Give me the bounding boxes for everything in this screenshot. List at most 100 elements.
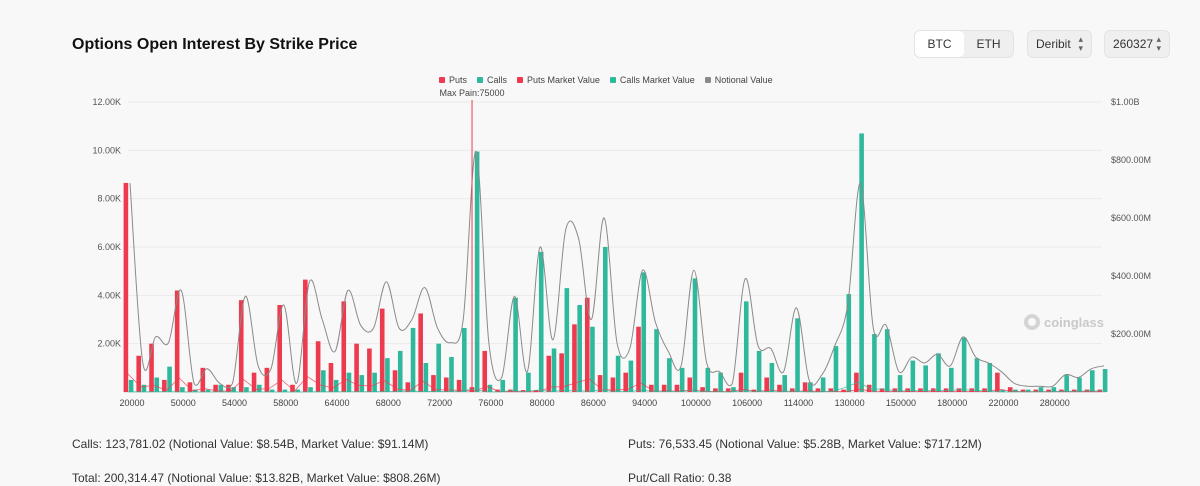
call-bar bbox=[628, 360, 634, 392]
put-bar bbox=[790, 388, 795, 392]
put-bar bbox=[533, 390, 539, 392]
put-bar bbox=[713, 388, 718, 392]
call-bar bbox=[846, 294, 852, 392]
put-bar bbox=[725, 388, 731, 392]
put-bar bbox=[213, 384, 218, 392]
chevron-updown-icon: ▴ ▾ bbox=[1156, 34, 1161, 53]
put-bar bbox=[802, 382, 808, 392]
call-bar bbox=[205, 389, 211, 392]
y-left-tick-label: 10.00K bbox=[92, 145, 121, 155]
put-bar bbox=[226, 384, 231, 392]
puts-summary: Puts: 76,533.45 (Notional Value: $5.28B,… bbox=[628, 437, 982, 451]
put-bar bbox=[687, 377, 693, 392]
put-bar bbox=[418, 313, 423, 392]
put-bar bbox=[277, 305, 282, 392]
call-bar bbox=[141, 384, 147, 392]
put-bar bbox=[700, 387, 705, 392]
call-bar bbox=[987, 363, 993, 392]
call-bar bbox=[410, 327, 416, 392]
put-bar bbox=[879, 388, 885, 392]
x-tick-label: 220000 bbox=[988, 398, 1018, 408]
put-bar bbox=[636, 326, 641, 392]
call-bar bbox=[436, 343, 441, 392]
call-bar bbox=[718, 372, 723, 392]
put-bar bbox=[238, 300, 244, 392]
y-left-tick-label: 8.00K bbox=[97, 194, 121, 204]
x-tick-label: 94000 bbox=[632, 398, 657, 408]
put-bar bbox=[956, 388, 962, 392]
call-bar bbox=[244, 387, 249, 392]
put-bar bbox=[649, 384, 654, 392]
exchange-select[interactable]: Deribit ▴ ▾ bbox=[1027, 30, 1092, 58]
legend-item-calls-market-value[interactable]: Calls Market Value bbox=[609, 75, 695, 85]
call-bar bbox=[218, 384, 224, 392]
x-tick-label: 150000 bbox=[886, 398, 916, 408]
put-bar bbox=[123, 182, 129, 392]
call-bar bbox=[654, 329, 659, 392]
put-bar bbox=[854, 372, 859, 392]
call-bar bbox=[602, 247, 608, 392]
put-bar bbox=[674, 384, 680, 392]
call-bar bbox=[321, 370, 326, 392]
legend-item-puts-market-value[interactable]: Puts Market Value bbox=[517, 75, 600, 85]
expiry-select-value: 260327 bbox=[1113, 37, 1154, 51]
put-bar bbox=[546, 355, 552, 392]
put-bar bbox=[918, 388, 923, 392]
notional-value-line bbox=[129, 150, 1105, 389]
x-tick-label: 58000 bbox=[273, 398, 298, 408]
put-bar bbox=[290, 384, 295, 392]
call-bar bbox=[385, 358, 390, 392]
put-bar bbox=[456, 379, 462, 392]
call-bar bbox=[590, 326, 595, 392]
x-tick-label: 114000 bbox=[784, 398, 813, 408]
put-bar bbox=[905, 388, 910, 392]
call-bar bbox=[679, 367, 685, 392]
put-bar bbox=[443, 377, 449, 392]
x-tick-label: 280000 bbox=[1040, 398, 1070, 408]
coinglass-watermark: coinglass bbox=[1024, 314, 1104, 330]
call-bar bbox=[961, 337, 967, 392]
total-summary: Total: 200,314.47 (Notional Value: $13.8… bbox=[72, 471, 441, 485]
call-bar bbox=[372, 372, 377, 392]
chart-legend: Puts Calls Puts Market Value Calls Marke… bbox=[439, 75, 773, 85]
put-bar bbox=[572, 324, 577, 392]
call-bar bbox=[667, 358, 672, 392]
call-bar bbox=[295, 389, 301, 392]
put-bar bbox=[1046, 389, 1051, 392]
call-bar bbox=[192, 389, 198, 392]
legend-item-notional-value[interactable]: Notional Value bbox=[704, 75, 773, 85]
exchange-select-value: Deribit bbox=[1036, 37, 1071, 51]
put-bar bbox=[328, 363, 334, 392]
x-tick-label: 68000 bbox=[376, 398, 401, 408]
puts-market-value-line bbox=[127, 373, 1102, 393]
legend-item-puts[interactable]: Puts bbox=[439, 75, 467, 85]
put-bar bbox=[482, 350, 488, 392]
legend-item-calls[interactable]: Calls bbox=[477, 75, 507, 85]
expiry-select[interactable]: 260327 ▴ ▾ bbox=[1104, 30, 1170, 58]
call-bar bbox=[782, 375, 788, 392]
put-bar bbox=[251, 372, 257, 392]
put-bar bbox=[1020, 389, 1026, 392]
put-bar bbox=[892, 388, 898, 392]
btc-toggle-button[interactable]: BTC bbox=[915, 31, 964, 57]
call-bar bbox=[731, 387, 736, 392]
put-bar bbox=[431, 375, 436, 392]
call-bar bbox=[526, 372, 531, 392]
put-bar bbox=[162, 379, 167, 392]
put-bar bbox=[149, 343, 154, 392]
put-bar bbox=[623, 372, 629, 392]
y-left-tick-label: 6.00K bbox=[97, 242, 121, 252]
call-bar bbox=[1051, 387, 1057, 392]
y-right-tick-label: $400.00M bbox=[1111, 271, 1151, 281]
x-tick-label: 130000 bbox=[835, 398, 865, 408]
call-bar bbox=[462, 327, 467, 392]
chart-title: Options Open Interest By Strike Price bbox=[72, 36, 358, 53]
put-bar bbox=[520, 390, 526, 392]
eth-toggle-button[interactable]: ETH bbox=[976, 37, 1001, 51]
call-bar bbox=[513, 297, 518, 392]
x-tick-label: 180000 bbox=[937, 398, 967, 408]
call-bar bbox=[923, 365, 928, 392]
put-call-ratio: Put/Call Ratio: 0.38 bbox=[628, 471, 732, 485]
x-tick-label: 54000 bbox=[222, 398, 247, 408]
put-bar bbox=[315, 341, 321, 392]
